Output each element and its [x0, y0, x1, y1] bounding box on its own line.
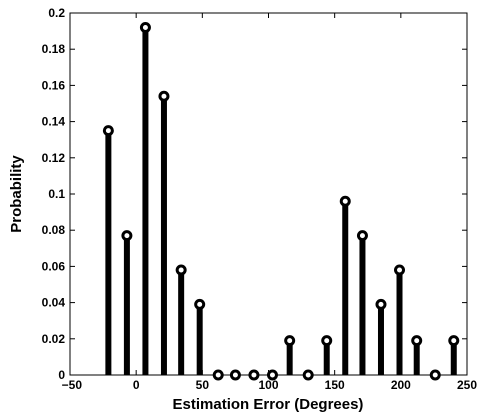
x-tick-label: 150	[325, 378, 345, 392]
stem-marker	[248, 369, 260, 381]
y-tick-label: 0.1	[48, 187, 65, 201]
x-tick-label: 50	[196, 378, 210, 392]
stem-marker	[375, 298, 387, 310]
stem-marker	[321, 335, 333, 347]
y-tick-label: 0.04	[42, 296, 66, 310]
x-tick-label: 100	[258, 378, 278, 392]
y-tick-label: 0	[58, 368, 65, 382]
stems-group	[102, 21, 460, 381]
x-tick-label: 200	[391, 378, 411, 392]
stem-marker	[284, 335, 296, 347]
stem-marker	[356, 230, 368, 242]
y-tick-label: 0.02	[42, 332, 66, 346]
stem-marker	[139, 21, 151, 33]
stem-marker	[194, 298, 206, 310]
x-tick-label: 0	[133, 378, 140, 392]
stem-marker	[175, 264, 187, 276]
stem-marker	[121, 230, 133, 242]
stem-marker	[302, 369, 314, 381]
y-tick-label: 0.18	[42, 42, 66, 56]
stem-marker	[448, 335, 460, 347]
y-tick-label: 0.06	[42, 259, 66, 273]
stem-marker	[394, 264, 406, 276]
y-tick-label: 0.14	[42, 115, 66, 129]
stem-marker	[229, 369, 241, 381]
x-tick-label: −50	[62, 378, 83, 392]
x-axis-ticks: −50 0 50 100 150 200 250	[62, 13, 477, 392]
stem-marker	[102, 125, 114, 137]
stem-marker	[212, 369, 224, 381]
y-tick-label: 0.2	[48, 6, 65, 20]
y-axis-ticks: 0 0.02 0.04 0.06 0.08 0.1 0.12 0.14 0.16 0.18 0.2	[42, 6, 467, 382]
stem-marker	[158, 90, 170, 102]
y-axis-title: Probability	[8, 155, 25, 233]
stem-marker	[429, 369, 441, 381]
x-tick-label: 250	[457, 378, 477, 392]
stem-marker	[411, 335, 423, 347]
y-tick-label: 0.12	[42, 151, 66, 165]
y-tick-label: 0.08	[42, 223, 66, 237]
stem-marker	[339, 195, 351, 207]
x-axis-title: Estimation Error (Degrees)	[173, 396, 364, 413]
y-tick-label: 0.16	[42, 78, 66, 92]
